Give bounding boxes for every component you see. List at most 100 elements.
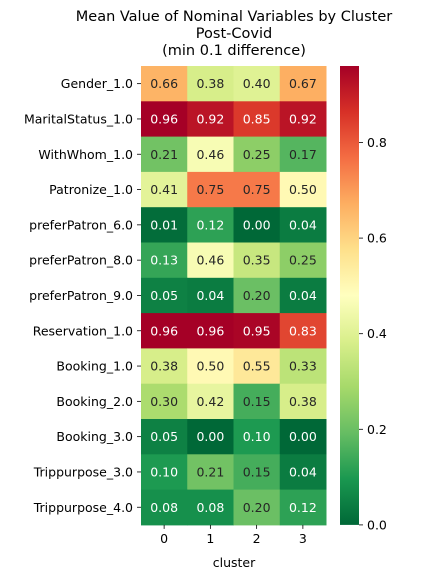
heatmap-cell <box>233 489 281 526</box>
y-tick-label: MaritalStatus_1.0 <box>24 111 133 126</box>
cell-value-label: 0.05 <box>150 429 178 444</box>
chart-title: Mean Value of Nominal Variables by Clust… <box>76 9 392 59</box>
cell-value-label: 0.50 <box>196 359 224 374</box>
cell-value-label: 0.17 <box>289 147 317 162</box>
heatmap-cell <box>279 419 327 455</box>
x-axis: 0 1 2 3 <box>160 524 307 546</box>
heatmap-cell <box>187 454 234 491</box>
y-tick-label: Booking_2.0 <box>56 394 133 409</box>
cell-value-label: 0.15 <box>243 464 271 479</box>
cell-value-label: 0.92 <box>196 111 224 126</box>
heatmap-cells: 0.66 0.38 0.40 0.67 0.96 0.92 0.85 0.92 0.21 0.46… <box>141 66 327 526</box>
cell-value-label: 0.00 <box>243 217 271 232</box>
cell-value-label: 0.66 <box>150 76 178 91</box>
heatmap-cell <box>233 419 281 455</box>
heatmap-cell <box>141 136 188 173</box>
heatmap-cell <box>279 383 327 420</box>
cell-value-label: 0.25 <box>289 253 317 268</box>
cell-value-label: 0.08 <box>196 500 224 515</box>
heatmap-cell <box>187 313 234 349</box>
y-tick-label: Gender_1.0 <box>61 76 133 91</box>
colorbar-tick-label: 0.0 <box>367 517 387 532</box>
cell-value-label: 0.33 <box>289 359 317 374</box>
heatmap-cell <box>187 242 234 279</box>
y-tick-label: Booking_3.0 <box>56 429 133 444</box>
y-tick-label: WithWhom_1.0 <box>38 147 133 162</box>
cell-value-label: 0.10 <box>243 429 271 444</box>
heatmap-cell <box>279 66 327 102</box>
cell-value-label: 0.21 <box>150 147 178 162</box>
colorbar-tick-label: 0.6 <box>367 231 387 246</box>
y-axis: Gender_1.0 MaritalStatus_1.0 WithWhom_1.0 P… <box>24 76 141 515</box>
colorbar-tick-label: 0.8 <box>367 135 387 150</box>
x-tick-label: 0 <box>160 531 168 546</box>
heatmap-cell <box>279 277 327 314</box>
heatmap-cell <box>187 66 234 102</box>
cell-value-label: 0.35 <box>243 253 271 268</box>
heatmap-cell <box>233 242 281 279</box>
heatmap-cell <box>279 242 327 279</box>
cell-value-label: 0.10 <box>150 464 178 479</box>
heatmap-cell <box>233 313 281 349</box>
heatmap-cell <box>233 171 281 208</box>
cell-value-label: 0.20 <box>243 500 271 515</box>
cell-value-label: 0.92 <box>289 111 317 126</box>
heatmap-cell <box>141 348 188 385</box>
cell-value-label: 0.12 <box>196 217 224 232</box>
heatmap-cell <box>187 207 234 243</box>
cell-value-label: 0.38 <box>196 76 224 91</box>
heatmap-cell <box>187 348 234 385</box>
cell-value-label: 0.40 <box>243 76 271 91</box>
cell-value-label: 0.30 <box>150 394 178 409</box>
y-tick-label: Reservation_1.0 <box>33 323 133 338</box>
chart-title-line: Mean Value of Nominal Variables by Clust… <box>76 9 392 25</box>
cell-value-label: 0.00 <box>196 429 224 444</box>
heatmap-cell <box>279 489 327 526</box>
cell-value-label: 0.41 <box>150 182 178 197</box>
heatmap-cell <box>279 171 327 208</box>
heatmap-cell <box>141 419 188 455</box>
colorbar-tick-label: 0.4 <box>367 326 387 341</box>
heatmap-cell <box>233 348 281 385</box>
cell-value-label: 0.75 <box>196 182 224 197</box>
heatmap-cell <box>141 489 188 526</box>
cell-value-label: 0.20 <box>243 288 271 303</box>
heatmap-cell <box>141 277 188 314</box>
colorbar: 0.0 0.2 0.4 0.6 0.8 <box>340 66 387 532</box>
heatmap-cell <box>187 136 234 173</box>
heatmap-cell <box>187 383 234 420</box>
heatmap-cell <box>233 207 281 243</box>
heatmap-cell <box>141 454 188 491</box>
heatmap-cell <box>279 348 327 385</box>
heatmap-cell <box>187 277 234 314</box>
cell-value-label: 0.96 <box>150 111 178 126</box>
cell-value-label: 0.96 <box>196 323 224 338</box>
cell-value-label: 0.96 <box>150 323 178 338</box>
heatmap-cell <box>187 419 234 455</box>
heatmap-cell <box>233 277 281 314</box>
cell-value-label: 0.04 <box>289 217 317 232</box>
cell-value-label: 0.50 <box>289 182 317 197</box>
cell-value-label: 0.00 <box>289 429 317 444</box>
y-tick-label: preferPatron_6.0 <box>29 217 133 232</box>
cell-value-label: 0.85 <box>243 111 271 126</box>
cell-value-label: 0.15 <box>243 394 271 409</box>
cell-value-label: 0.25 <box>243 147 271 162</box>
heatmap-cell <box>141 66 188 102</box>
heatmap-cell <box>279 207 327 243</box>
cell-value-label: 0.08 <box>150 500 178 515</box>
colorbar-tick-label: 0.2 <box>367 422 387 437</box>
cell-value-label: 0.04 <box>289 464 317 479</box>
heatmap-cell <box>279 101 327 138</box>
heatmap-cell <box>279 313 327 349</box>
cell-value-label: 0.75 <box>243 182 271 197</box>
cell-value-label: 0.42 <box>196 394 224 409</box>
cell-value-label: 0.46 <box>196 147 224 162</box>
heatmap-cell <box>279 136 327 173</box>
cell-value-label: 0.55 <box>243 359 271 374</box>
cell-value-label: 0.01 <box>150 217 178 232</box>
heatmap-cell <box>141 383 188 420</box>
cell-value-label: 0.95 <box>243 323 271 338</box>
